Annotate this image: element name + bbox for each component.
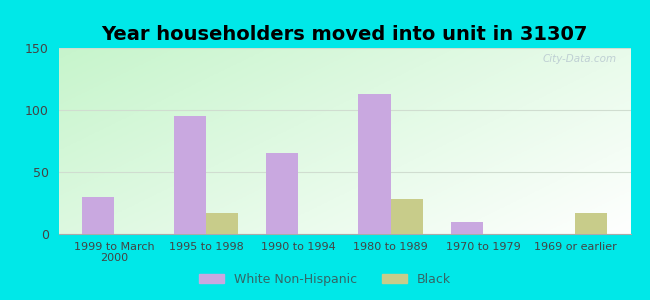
Bar: [358, 94, 391, 234]
Bar: [206, 213, 239, 234]
Text: City-Data.com: City-Data.com: [542, 54, 616, 64]
Bar: [81, 197, 114, 234]
Title: Year householders moved into unit in 31307: Year householders moved into unit in 313…: [101, 25, 588, 44]
Bar: [391, 199, 423, 234]
Bar: [174, 116, 206, 234]
Legend: White Non-Hispanic, Black: White Non-Hispanic, Black: [194, 268, 456, 291]
Bar: [450, 222, 483, 234]
Bar: [575, 213, 608, 234]
Bar: [266, 153, 298, 234]
